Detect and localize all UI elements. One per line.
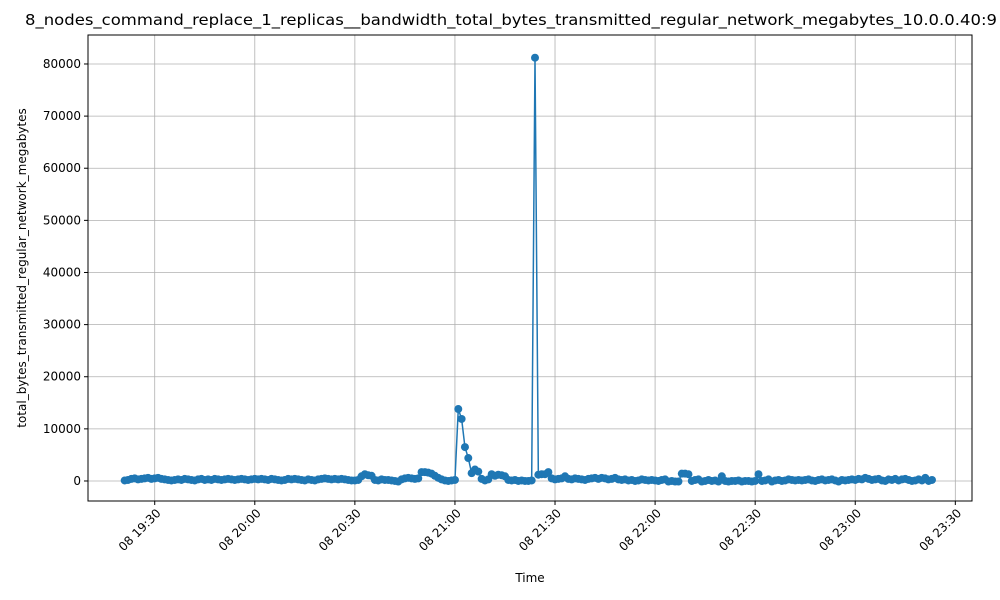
y-tick-label: 0 bbox=[73, 474, 81, 488]
point bbox=[454, 405, 463, 414]
x-axis-label: Time bbox=[514, 571, 544, 585]
point bbox=[414, 474, 423, 483]
x-tick-label: 08 19:30 bbox=[116, 506, 164, 554]
x-tick-label: 08 23:00 bbox=[816, 506, 864, 554]
y-tick-label: 40000 bbox=[43, 265, 81, 279]
point bbox=[474, 467, 483, 476]
y-tick-label: 30000 bbox=[43, 318, 81, 332]
y-tick-label: 50000 bbox=[43, 213, 81, 227]
y-tick-label: 10000 bbox=[43, 422, 81, 436]
point bbox=[527, 476, 536, 485]
point bbox=[457, 414, 466, 423]
x-tick-label: 08 20:00 bbox=[216, 506, 264, 554]
point bbox=[460, 443, 469, 452]
y-tick-label: 60000 bbox=[43, 161, 81, 175]
x-tick-label: 08 22:30 bbox=[716, 506, 764, 554]
y-tick-label: 70000 bbox=[43, 109, 81, 123]
point bbox=[544, 468, 553, 477]
plot-frame bbox=[87, 34, 973, 502]
x-tick-label: 08 21:30 bbox=[516, 506, 564, 554]
point bbox=[531, 53, 540, 62]
series-line bbox=[124, 57, 933, 483]
point bbox=[464, 454, 473, 463]
chart-title: 8_nodes_command_replace_1_replicas__band… bbox=[25, 11, 997, 30]
point bbox=[754, 470, 763, 479]
point bbox=[927, 475, 936, 484]
point bbox=[450, 475, 459, 484]
x-tick-label: 08 21:00 bbox=[416, 506, 464, 554]
y-tick-label: 80000 bbox=[43, 57, 81, 71]
y-axis-label: total_bytes_transmitted_regular_network_… bbox=[15, 108, 29, 428]
point bbox=[751, 476, 760, 485]
x-tick-label: 08 22:00 bbox=[616, 506, 664, 554]
point bbox=[684, 470, 693, 479]
y-tick-label: 20000 bbox=[43, 370, 81, 384]
x-tick-label: 08 20:30 bbox=[316, 506, 364, 554]
point bbox=[674, 477, 683, 486]
x-tick-label: 08 23:30 bbox=[916, 506, 964, 554]
